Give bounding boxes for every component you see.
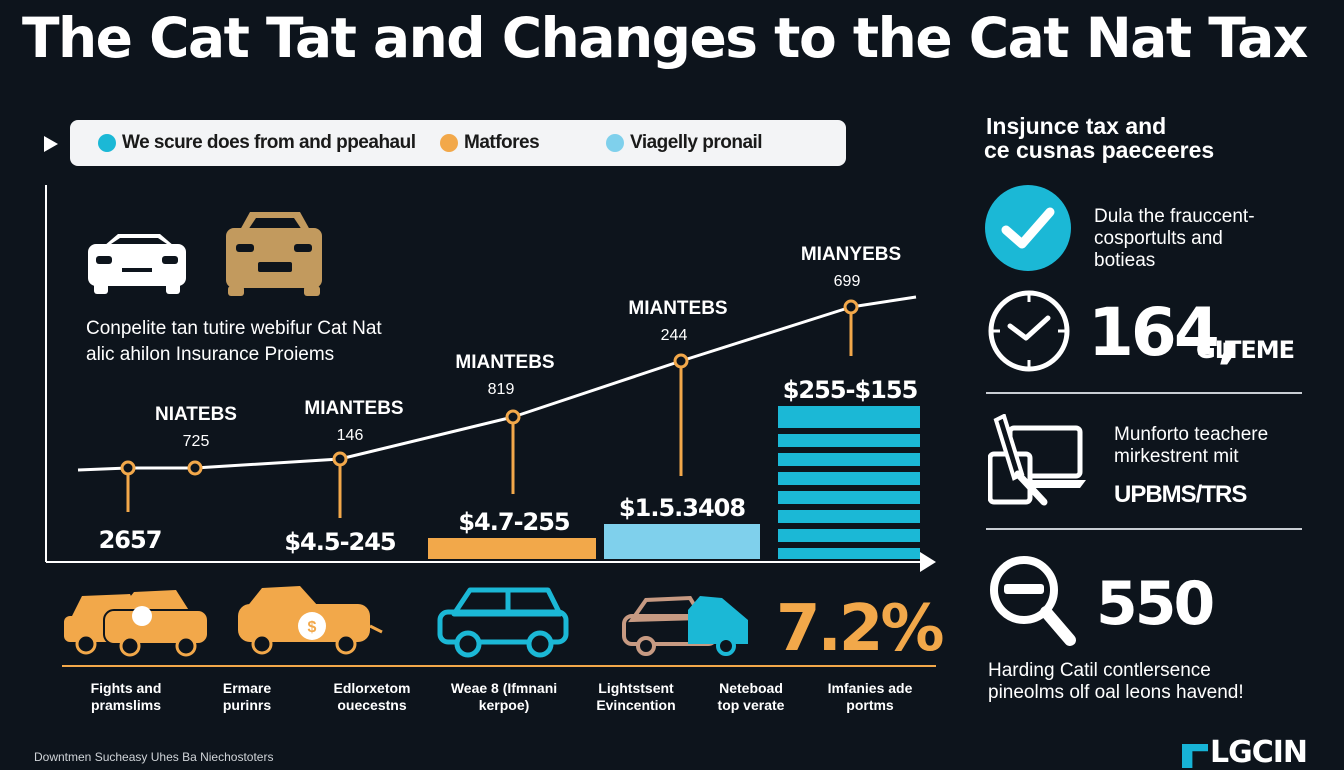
data-point [187,460,203,476]
bar-stripe [778,523,920,529]
panel-item3-line1: Harding Catil contlersence [988,660,1211,681]
magnifier-icon [990,556,1076,646]
svg-text:$: $ [308,619,317,636]
brand-mark-icon [1182,744,1208,768]
highlight-stat: 7.2% [776,592,943,666]
point-label: MIANYEBS [801,244,901,265]
checkmark-icon [985,185,1071,271]
panel-item1-line2: cosportults and [1094,228,1223,249]
panel-divider [986,528,1302,530]
panel-item2-bold: UPBMS/TRS [1114,481,1247,508]
panel-heading-line2: ce cusnas paeceeres [984,137,1215,163]
point-value: 725 [183,433,210,450]
panel-item1-line1: Dula the frauccent- [1094,206,1255,227]
right-panel: Insjunce tax and ce cusnas paeceeres Dul… [984,110,1314,730]
laptop-tools-icon [988,414,1086,506]
point-label: MIANTEBS [304,398,403,419]
bar-value-label: 2657 [99,526,162,554]
bar [604,524,760,559]
brand-text: LGCIN [1210,735,1308,770]
bar-stripe [778,447,920,453]
category-label-text: Lightstsent Evincention [596,680,676,713]
panel-stat-1: 164, [1088,294,1242,371]
category-label-text: Edlorxetom ouecestns [333,680,411,713]
panel-stat-2: 550 [1096,569,1215,639]
category-label: Imfanies ade portms [818,680,922,714]
category-label-text: Weae 8 (Ifmnani kerpoe) [450,680,558,713]
category-label: Edlorxetom ouecestns [322,680,422,714]
bar-stripe [778,542,920,548]
panel-item2-line1: Munforto teachere [1114,424,1269,445]
chart-description-line2: alic ahilon Insurance Proiems [86,344,335,365]
cars-group-icon [64,590,209,657]
car-insurance-icon [622,595,748,656]
point-value: 244 [661,327,688,344]
bar-value-label: $255-$155 [783,376,918,404]
category-label-text: Neteboad top verate [717,680,785,713]
panel-divider [986,392,1302,394]
bar-stripe [778,466,920,472]
bar-stripe [778,428,920,434]
panel-item3-line2: pineolms olf oal leons havend! [988,682,1244,703]
category-label: Ermare purinrs [210,680,284,714]
car-money-icon: $ [238,586,383,655]
car-front-icon [226,212,322,296]
chart-legend: We scure does from and ppeahaul Matfores… [70,120,846,166]
car-outline-icon [88,234,186,294]
legend-label: Viagelly pronail [630,132,763,153]
legend-swatch [98,134,116,152]
bar [428,538,596,559]
footnote: Downtmen Sucheasy Uhes Ba Niechostoters [34,750,274,764]
page-title: The Cat Tat and Changes to the Cat Nat T… [22,6,1308,70]
legend-label: Matfores [464,132,540,153]
suv-icon [437,587,569,658]
panel-heading-line1: Insjunce tax and [986,113,1167,139]
legend-item: Matfores [440,120,540,166]
brand-logo: LGCIN [1182,735,1308,770]
legend-swatch [606,134,624,152]
clock-icon [988,290,1070,372]
point-value: 146 [337,427,364,444]
point-label: NIATEBS [155,404,237,425]
bar-value-label: $1.5.3408 [619,494,745,522]
category-label: Lightstsent Evincention [584,680,688,714]
category-label-text: Fights and pramslims [90,680,162,713]
category-label: Weae 8 (Ifmnani kerpoe) [436,680,572,714]
bar-stripe [778,485,920,491]
data-point [332,451,348,467]
data-point [673,353,689,369]
data-point [505,409,521,425]
bar-stripe [778,504,920,510]
category-label: Neteboad top verate [710,680,792,714]
x-axis-arrow-icon [920,552,936,572]
panel-item1-line3: botieas [1094,250,1156,271]
point-value: 699 [834,273,861,290]
point-label: MIANTEBS [628,298,727,319]
category-label: Fights and pramslims [76,680,176,714]
data-point [120,460,136,476]
point-label: MIANTEBS [455,352,554,373]
point-value: 819 [488,381,515,398]
category-label-text: Imfanies ade portms [827,680,913,713]
category-label-text: Ermare purinrs [222,680,272,713]
legend-swatch [440,134,458,152]
legend-item: Viagelly pronail [606,120,763,166]
data-point [843,299,859,315]
legend-item: We scure does from and ppeahaul [98,120,416,166]
panel-item2-line2: mirkestrent mit [1114,446,1239,467]
bar-value-label: $4.5-245 [284,528,396,556]
bar-value-label: $4.7-255 [458,508,570,536]
chart-description-line1: Conpelite tan tutire webifur Cat Nat [86,318,382,339]
legend-label: We scure does from and ppeahaul [122,132,416,153]
trend-line [77,295,917,472]
legend-arrow-icon [44,136,58,152]
panel-stat-1-suffix: GLTEME [1196,336,1295,364]
